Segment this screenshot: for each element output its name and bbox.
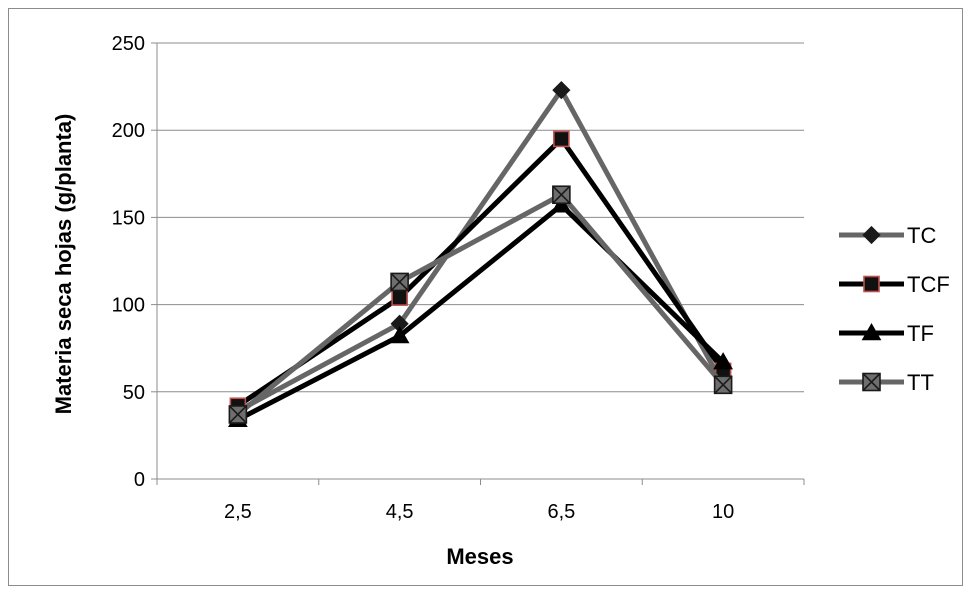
y-tick-label: 150 — [112, 207, 145, 229]
series-group — [228, 80, 733, 427]
data-point-tf — [713, 352, 733, 370]
data-point-tt — [390, 272, 409, 292]
legend: TC TCF TF TT — [839, 223, 950, 395]
x-axis-label: Meses — [446, 544, 513, 569]
legend-marker-tc — [862, 225, 881, 245]
x-tick-label: 6,5 — [547, 501, 575, 523]
chart-frame: 0 50 100 150 200 250 2,5 4,5 6,5 10 TC TCF TF TT Mat… — [8, 8, 963, 586]
legend-item-tc: TC — [839, 223, 936, 248]
series-tt — [228, 185, 733, 424]
line-chart: 0 50 100 150 200 250 2,5 4,5 6,5 10 TC TCF TF TT Mat… — [51, 33, 950, 569]
data-point-tt — [228, 405, 248, 424]
data-point-tt — [713, 375, 733, 395]
legend-item-tt: TT — [839, 370, 934, 395]
y-tick-label: 50 — [123, 382, 145, 404]
legend-item-tf: TF — [839, 321, 934, 346]
series-line-tcf — [235, 136, 726, 409]
data-point-tc — [552, 80, 571, 100]
data-point-tf — [551, 195, 572, 213]
legend-label-tf: TF — [907, 321, 934, 346]
y-tick-label: 0 — [134, 469, 145, 491]
legend-label-tcf: TCF — [907, 272, 950, 297]
series-line-tc — [235, 87, 726, 414]
data-point-tt — [552, 185, 571, 205]
data-point-tcf — [553, 130, 570, 148]
legend-marker-tt — [862, 372, 881, 392]
legend-marker-tcf — [863, 275, 880, 293]
x-tick-label: 10 — [712, 501, 734, 523]
x-tick-label: 2,5 — [224, 501, 252, 523]
legend-item-tcf: TCF — [839, 272, 950, 297]
data-point-tcf — [391, 289, 408, 306]
axes: 0 50 100 150 200 250 2,5 4,5 6,5 10 — [112, 33, 805, 523]
series-tc — [228, 80, 733, 421]
y-tick-label: 100 — [112, 295, 145, 317]
data-point-tf — [389, 325, 410, 344]
x-tick-label: 4,5 — [386, 501, 414, 523]
series-line-tt — [235, 192, 726, 417]
series-line-tf — [235, 202, 726, 423]
legend-marker-tf — [861, 322, 882, 341]
y-tick-label: 200 — [112, 120, 145, 142]
legend-label-tc: TC — [907, 223, 936, 248]
legend-label-tt: TT — [907, 370, 934, 395]
y-tick-label: 250 — [112, 33, 145, 55]
y-axis-label: Materia seca hojas (g/planta) — [51, 114, 76, 415]
